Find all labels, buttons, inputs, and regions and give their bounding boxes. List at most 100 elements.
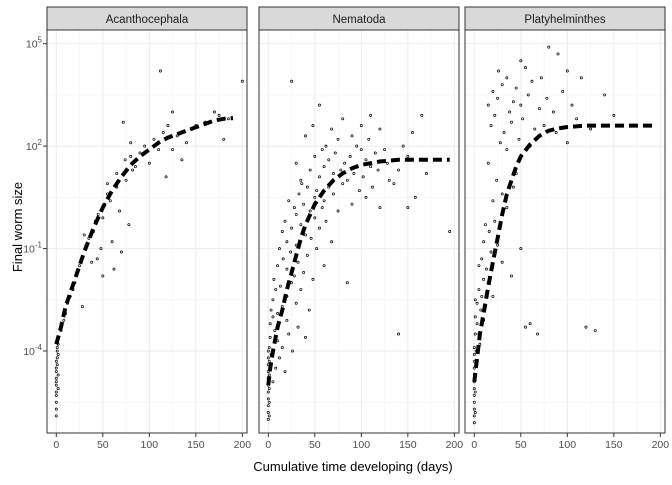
data-point (157, 148, 161, 151)
data-point (579, 76, 583, 80)
data-point (348, 154, 352, 158)
facet-panel-acanthocephala: Acanthocephala 0 50 100 150 200 (46, 6, 251, 451)
data-point (294, 301, 298, 305)
data-point (336, 137, 340, 141)
data-point (296, 260, 300, 264)
data-point (124, 178, 128, 182)
data-point (424, 171, 428, 175)
data-point (547, 45, 551, 49)
data-point (302, 202, 306, 206)
data-point (473, 390, 477, 394)
data-point (378, 206, 382, 210)
data-point (473, 332, 477, 336)
data-point (278, 247, 281, 251)
data-point (278, 284, 282, 288)
x-axis-title: Cumulative time developing (days) (253, 459, 452, 474)
data-point (54, 390, 58, 394)
data-point (539, 76, 543, 80)
data-point (318, 226, 321, 230)
data-point (472, 414, 476, 418)
data-point (56, 387, 60, 391)
data-point (413, 195, 417, 199)
data-point (322, 199, 326, 203)
data-point (55, 349, 59, 353)
data-point (222, 137, 226, 141)
data-point (292, 206, 296, 210)
data-point (491, 294, 495, 298)
data-point (479, 308, 483, 312)
data-point (274, 366, 278, 370)
x-tick-label: 150 (605, 439, 623, 451)
data-point (420, 113, 424, 117)
data-point (491, 199, 495, 203)
data-point (519, 59, 523, 63)
data-point (505, 148, 509, 151)
data-point (320, 148, 324, 151)
data-point (369, 165, 373, 169)
data-point (565, 69, 569, 73)
data-point (510, 120, 513, 124)
data-point (350, 202, 354, 206)
data-point (336, 209, 340, 213)
data-point (138, 151, 142, 155)
data-point (161, 131, 165, 134)
x-tick-label: 0 (471, 439, 477, 451)
data-point (584, 325, 588, 329)
data-point (110, 240, 114, 244)
data-point (266, 390, 270, 394)
data-point (217, 113, 221, 117)
data-point (472, 393, 476, 397)
panel-background (259, 30, 459, 433)
data-point (484, 223, 487, 227)
data-point (339, 168, 343, 172)
data-point (276, 312, 280, 315)
data-point (387, 178, 391, 182)
panel-border (46, 29, 248, 434)
data-point (593, 329, 597, 332)
x-tick-label: 200 (652, 439, 670, 451)
data-point (500, 192, 504, 196)
data-point (280, 230, 284, 233)
data-point (401, 144, 405, 148)
data-point (304, 134, 307, 138)
data-point (448, 230, 452, 233)
data-point (159, 69, 162, 73)
data-point (267, 414, 271, 418)
data-point (271, 298, 275, 302)
data-point (269, 308, 273, 312)
data-point (82, 233, 86, 237)
data-point (542, 124, 546, 128)
data-point (297, 192, 301, 196)
y-axis-title: Final worm size (10, 182, 25, 272)
data-point (131, 168, 135, 172)
data-point (521, 117, 525, 121)
data-point (54, 359, 58, 363)
data-point (570, 103, 574, 107)
data-point (514, 86, 518, 90)
data-point (411, 131, 414, 134)
data-point (285, 267, 289, 271)
data-point (267, 373, 271, 377)
data-point (304, 233, 307, 237)
data-point (276, 264, 280, 268)
data-point (497, 69, 500, 73)
data-point (304, 335, 307, 339)
data-point (283, 219, 287, 223)
data-point (493, 219, 497, 223)
x-tick-label: 100 (141, 439, 159, 451)
data-point (472, 400, 476, 404)
data-point (331, 192, 335, 196)
data-point (480, 257, 484, 261)
data-point (299, 288, 303, 292)
data-point (285, 240, 289, 244)
data-point (299, 223, 303, 227)
data-point (486, 161, 490, 165)
x-tick-label: 150 (399, 439, 417, 451)
data-point (359, 148, 363, 151)
data-point (133, 165, 137, 169)
data-point (267, 346, 271, 350)
data-point (313, 216, 317, 220)
data-point (537, 107, 541, 111)
data-point (392, 182, 396, 186)
fit-curve (54, 116, 234, 345)
